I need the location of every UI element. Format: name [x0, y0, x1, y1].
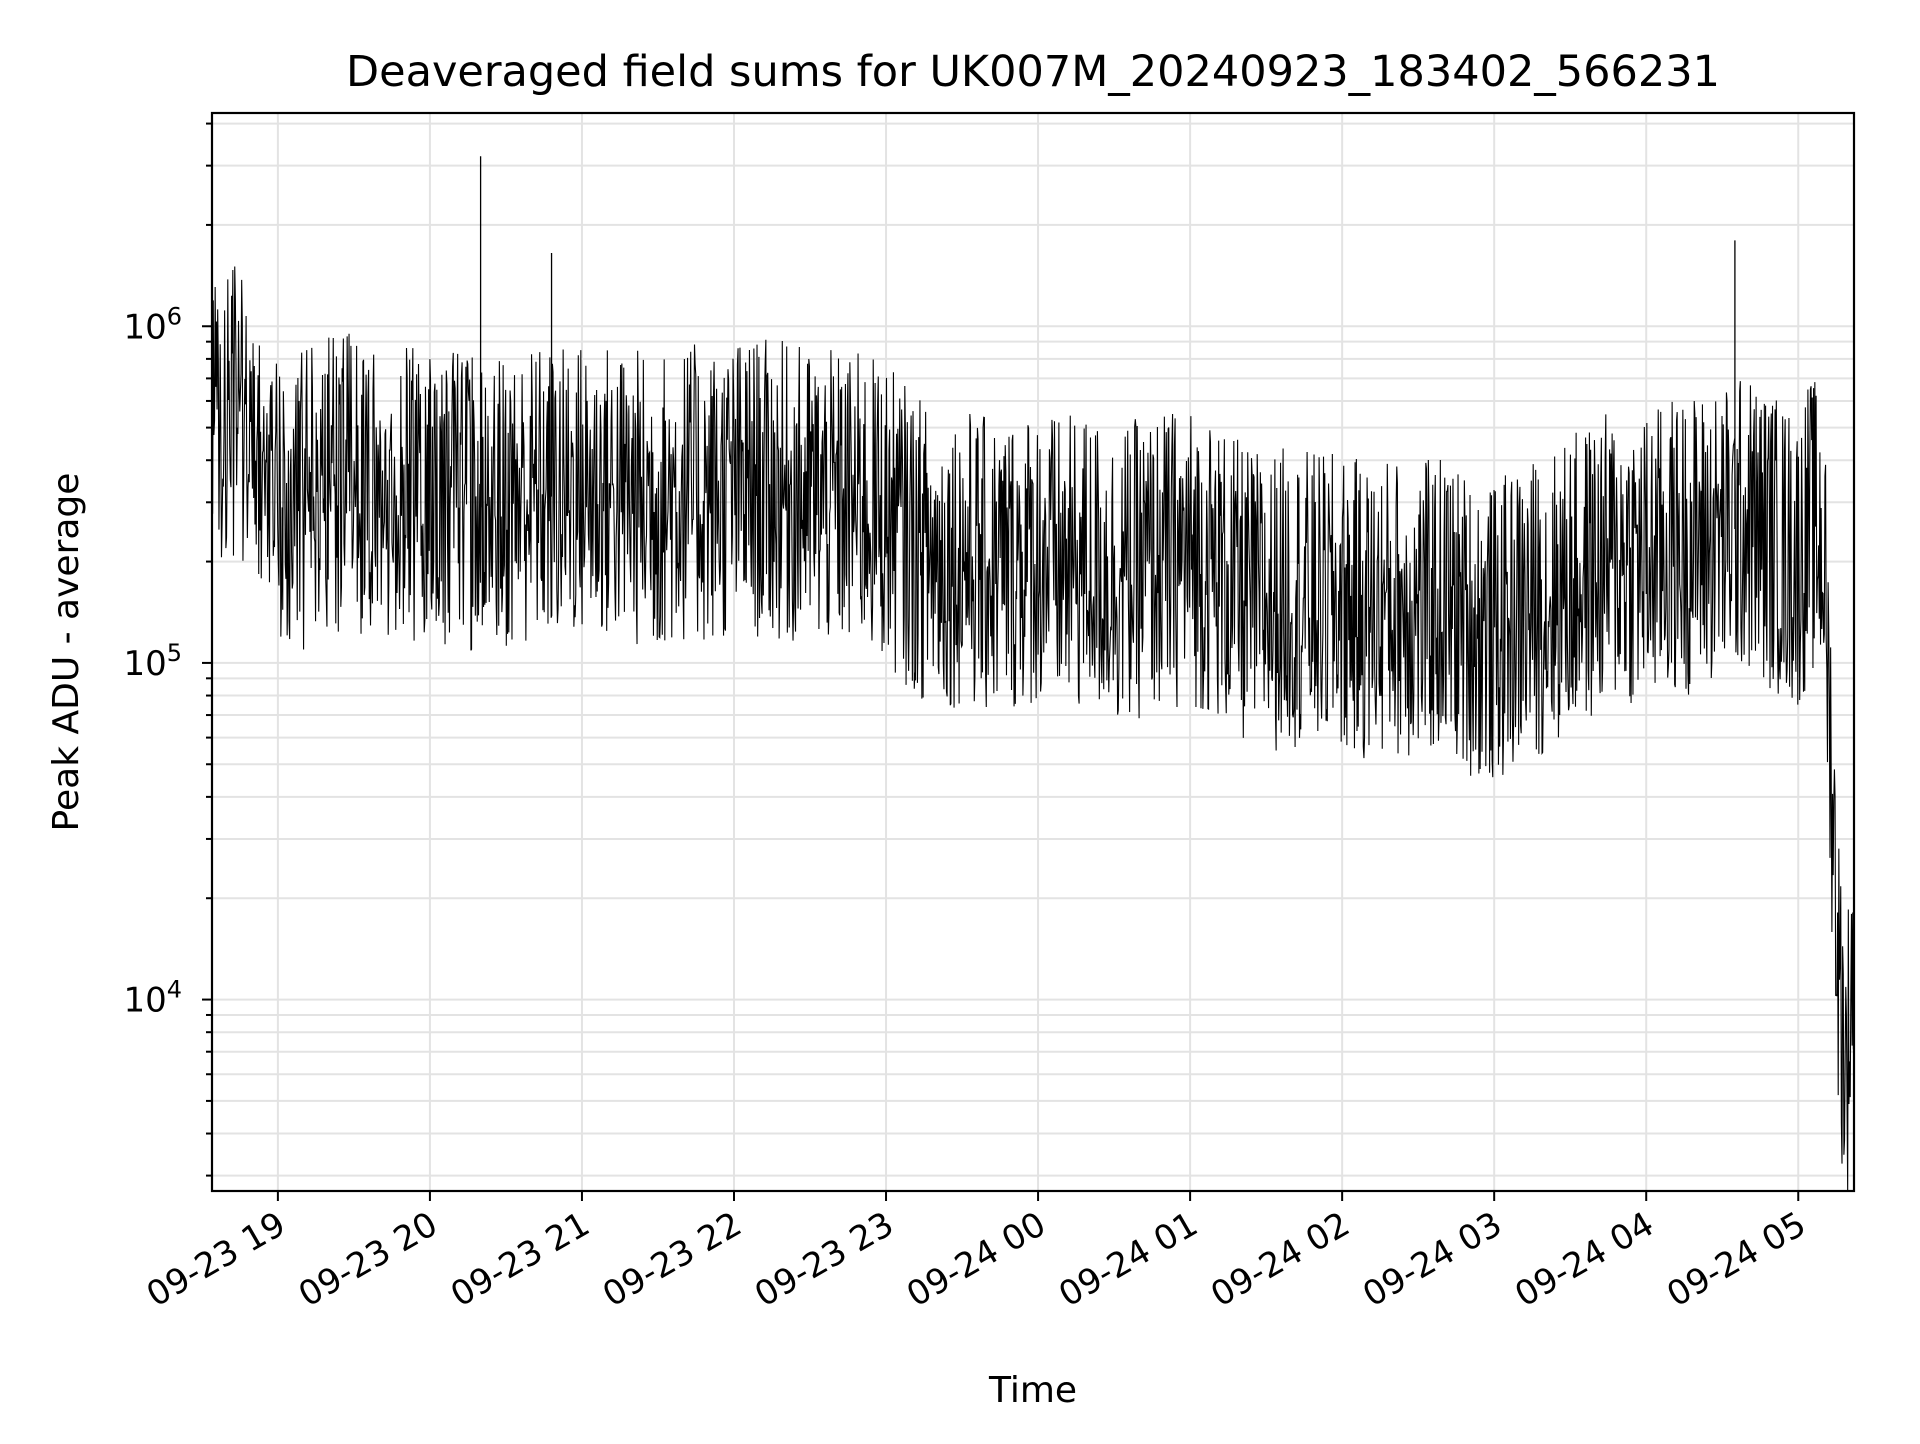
y-tick-label: 105 [123, 639, 182, 684]
series-line [211, 266, 1855, 1192]
x-axis-label: Time [988, 1370, 1077, 1411]
series-layer [211, 156, 1855, 1192]
grid-lines [212, 113, 1854, 1191]
chart-title: Deaveraged field sums for UK007M_2024092… [346, 47, 1720, 97]
y-tick-label: 106 [123, 302, 182, 347]
plot-frame [210, 111, 1856, 1193]
y-axis-label: Peak ADU - average [46, 473, 87, 832]
y-ticks: 104 105 106 [123, 122, 212, 1177]
y-tick-label: 104 [123, 976, 182, 1021]
